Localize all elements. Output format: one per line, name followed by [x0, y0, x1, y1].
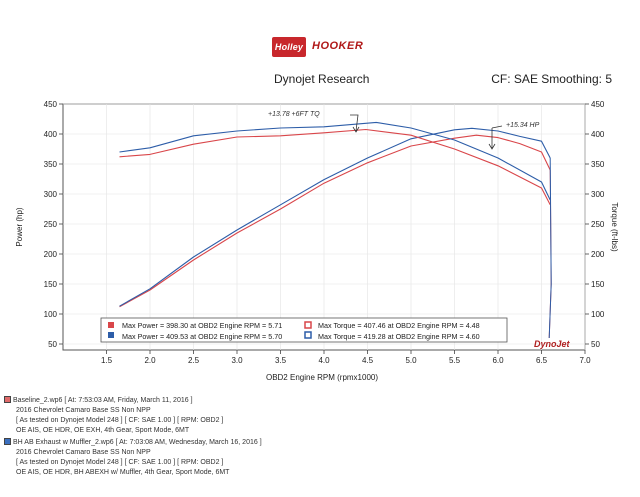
x-tick-label: 4.0: [318, 356, 330, 365]
y-right-tick-label: 200: [591, 250, 605, 259]
x-axis-label: OBD2 Engine RPM (rpmx1000): [266, 373, 378, 382]
y-left-tick-label: 150: [44, 280, 58, 289]
y-left-tick-label: 100: [44, 310, 58, 319]
y-axis-right: 50 100 150 200 250 300 350 400 450: [585, 100, 605, 349]
y-right-tick-label: 400: [591, 130, 605, 139]
falloff-run2: [548, 157, 552, 339]
line-torque-run2: [119, 121, 551, 201]
run-tested-2: [ As tested on Dynojet Model 248 ] [ CF:…: [16, 459, 224, 466]
run-swatch-1: [4, 396, 11, 403]
annotation-power-gain: +15.34 HP: [506, 122, 540, 129]
line-power-run1: [119, 134, 551, 308]
y-axis-right-label: Torque (ft-lbs): [610, 202, 619, 252]
grid: [63, 103, 586, 350]
run-config-1: OE AIS, OE HDR, OE EXH, 4th Gear, Sport …: [16, 427, 190, 434]
x-tick-label: 7.0: [579, 356, 591, 365]
hooker-logo: HOOKER: [312, 40, 364, 52]
run-info-1: Baseline_2.wp6 [ At: 7:53:03 AM, Friday,…: [4, 396, 223, 436]
run-file-2: BH AB Exhaust w Muffler_2.wp6 [ At: 7:03…: [4, 438, 262, 448]
y-left-tick-label: 400: [44, 130, 58, 139]
legend-swatch-run2-torque: [304, 331, 312, 339]
run-file-label-2: BH AB Exhaust w Muffler_2.wp6 [ At: 7:03…: [13, 439, 262, 446]
legend-run2-torque: Max Torque = 419.28 at OBD2 Engine RPM =…: [318, 332, 480, 341]
annotation-torque-arrow: [350, 114, 360, 133]
line-torque-run1: [119, 128, 551, 206]
x-axis: 1.5 2.0 2.5 3.0 3.5 4.0 4.5 5.0 5.5 6.0 6.5 7.0: [101, 350, 591, 365]
brand-logos: Holley HOOKER: [272, 37, 382, 59]
dynojet-watermark: DynoJet: [534, 339, 571, 349]
legend-run1-torque: Max Torque = 407.46 at OBD2 Engine RPM =…: [318, 321, 480, 330]
x-tick-label: 2.0: [144, 356, 156, 365]
legend-swatch-run2-power: [108, 332, 114, 338]
line-power-run2: [119, 127, 551, 307]
x-tick-label: 1.5: [101, 356, 113, 365]
y-left-tick-label: 50: [48, 340, 57, 349]
annotation-power-arrow: [488, 125, 503, 150]
run-config-2: OE AIS, OE HDR, BH ABEXH w/ Muffler, 4th…: [16, 469, 230, 476]
run-info-2: BH AB Exhaust w Muffler_2.wp6 [ At: 7:03…: [4, 438, 262, 478]
x-tick-label: 6.5: [536, 356, 548, 365]
y-right-tick-label: 250: [591, 220, 605, 229]
annotation-torque-gain: +13.78 +6FT TQ: [268, 111, 320, 118]
legend-swatch-run1-torque: [304, 321, 312, 329]
correction-settings: CF: SAE Smoothing: 5: [491, 72, 612, 86]
legend-run2-power: Max Power = 409.53 at OBD2 Engine RPM = …: [122, 332, 282, 341]
x-tick-label: 4.5: [362, 356, 374, 365]
y-left-tick-label: 300: [44, 190, 58, 199]
y-right-tick-label: 150: [591, 280, 605, 289]
x-tick-label: 3.0: [231, 356, 243, 365]
x-tick-label: 5.0: [405, 356, 417, 365]
run-vehicle-1: 2016 Chevrolet Camaro Base SS Non NPP: [16, 407, 151, 414]
y-right-tick-label: 350: [591, 160, 605, 169]
y-right-tick-label: 300: [591, 190, 605, 199]
y-left-tick-label: 250: [44, 220, 58, 229]
x-tick-label: 2.5: [188, 356, 200, 365]
legend: Max Power = 398.30 at OBD2 Engine RPM = …: [100, 317, 508, 343]
run-tested-1: [ As tested on Dynojet Model 248 ] [ CF:…: [16, 417, 224, 424]
legend-box: [100, 317, 508, 343]
series-lines: [119, 121, 552, 339]
run-file-1: Baseline_2.wp6 [ At: 7:53:03 AM, Friday,…: [4, 396, 223, 406]
y-axis-left: 50 100 150 200 250 300 350 400 450: [44, 100, 63, 349]
y-left-tick-label: 450: [44, 100, 58, 109]
legend-run1-power: Max Power = 398.30 at OBD2 Engine RPM = …: [122, 321, 282, 330]
y-left-tick-label: 350: [44, 160, 58, 169]
run-swatch-2: [4, 438, 11, 445]
y-left-tick-label: 200: [44, 250, 58, 259]
y-right-tick-label: 100: [591, 310, 605, 319]
dyno-chart: 1.5 2.0 2.5 3.0 3.5 4.0 4.5 5.0 5.5 6.0 6.5 7.0 501…: [15, 100, 619, 382]
y-right-tick-label: 450: [591, 100, 605, 109]
run-file-label-1: Baseline_2.wp6 [ At: 7:53:03 AM, Friday,…: [13, 397, 193, 404]
x-tick-label: 3.5: [275, 356, 287, 365]
y-right-tick-label: 50: [591, 340, 600, 349]
holley-logo: Holley: [272, 37, 306, 57]
x-tick-label: 6.0: [492, 356, 504, 365]
y-axis-left-label: Power (hp): [15, 207, 24, 246]
x-tick-label: 5.5: [449, 356, 461, 365]
company-name: Dynojet Research: [274, 72, 370, 86]
legend-swatch-run1-power: [108, 322, 114, 328]
run-vehicle-2: 2016 Chevrolet Camaro Base SS Non NPP: [16, 449, 151, 456]
